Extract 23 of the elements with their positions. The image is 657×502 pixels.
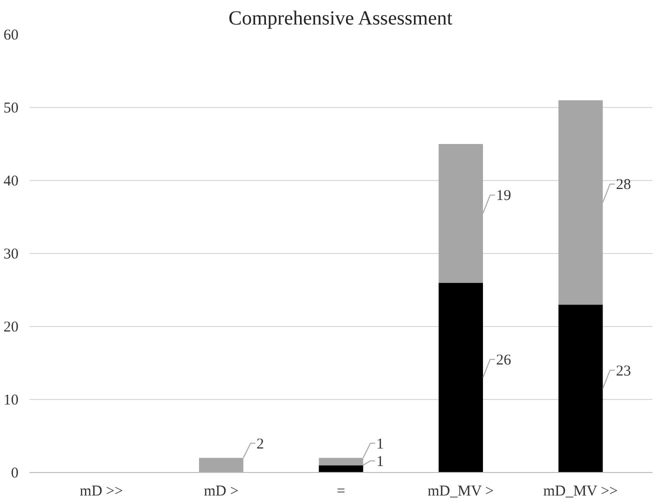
x-tick-label: mD_MV >	[428, 484, 494, 500]
x-tick-label: mD >>	[80, 484, 123, 500]
y-tick-label: 0	[11, 466, 18, 482]
chart-title: Comprehensive Assessment	[228, 8, 453, 30]
x-tick-label: =	[336, 484, 346, 500]
bar	[558, 304, 603, 472]
y-tick-label: 40	[4, 174, 18, 190]
y-tick-label: 50	[4, 100, 18, 116]
data-label: 28	[616, 177, 631, 194]
data-label: 23	[616, 363, 631, 380]
bar	[438, 282, 483, 472]
data-label: 2	[256, 436, 264, 452]
data-label: 1	[376, 454, 384, 470]
y-tick-label: 60	[4, 28, 18, 44]
y-tick-label: 20	[4, 320, 18, 336]
x-tick-label: mD >	[204, 484, 239, 500]
data-label: 19	[496, 188, 512, 204]
y-tick-label: 10	[4, 392, 18, 408]
data-label: 1	[376, 436, 384, 452]
data-label: 26	[496, 352, 512, 368]
y-tick-label: 30	[4, 246, 18, 262]
bar	[318, 465, 364, 472]
x-tick-label: mD_MV >>	[543, 484, 618, 500]
